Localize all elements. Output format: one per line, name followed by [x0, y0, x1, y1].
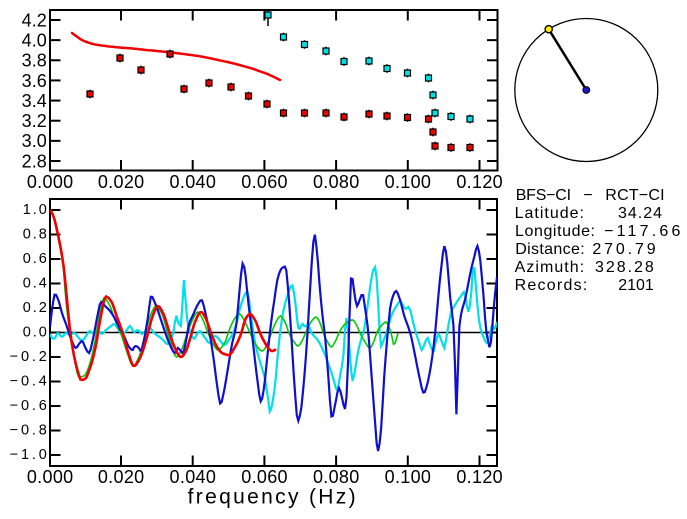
svg-text:328.28: 328.28	[595, 259, 654, 276]
svg-text:−0.6: −0.6	[10, 398, 47, 414]
svg-text:−117.66: −117.66	[604, 223, 680, 240]
svg-text:3.8: 3.8	[22, 51, 47, 71]
svg-text:0.4: 0.4	[23, 276, 47, 292]
svg-text:Latitude:: Latitude:	[515, 205, 584, 222]
svg-text:0.080: 0.080	[313, 172, 359, 192]
svg-text:0.120: 0.120	[456, 467, 502, 487]
svg-text:0.000: 0.000	[27, 172, 73, 192]
svg-text:3.0: 3.0	[22, 131, 47, 151]
svg-text:−0.2: −0.2	[10, 349, 47, 365]
svg-text:0.6: 0.6	[23, 251, 47, 267]
svg-text:0.020: 0.020	[98, 467, 144, 487]
svg-text:Distance:: Distance:	[515, 241, 585, 258]
svg-text:frequency (Hz): frequency (Hz)	[188, 486, 356, 509]
svg-text:−: −	[583, 187, 592, 204]
svg-text:0.100: 0.100	[385, 172, 431, 192]
svg-text:270.79: 270.79	[592, 241, 655, 258]
svg-text:0.000: 0.000	[27, 467, 73, 487]
svg-text:34.24: 34.24	[618, 205, 662, 222]
svg-text:0.0: 0.0	[23, 325, 47, 341]
svg-text:4.2: 4.2	[22, 10, 47, 30]
svg-text:1.0: 1.0	[23, 202, 47, 218]
svg-text:0.040: 0.040	[170, 467, 216, 487]
svg-text:0.8: 0.8	[23, 227, 47, 243]
svg-text:−0.4: −0.4	[10, 374, 47, 390]
svg-text:Records:: Records:	[515, 277, 588, 294]
svg-text:BFS−CI: BFS−CI	[516, 187, 571, 204]
svg-text:−1.0: −1.0	[10, 447, 47, 463]
svg-text:0.060: 0.060	[241, 467, 287, 487]
svg-text:0.040: 0.040	[170, 172, 216, 192]
svg-text:−0.8: −0.8	[10, 423, 47, 439]
svg-text:3.6: 3.6	[22, 71, 47, 91]
svg-text:0.100: 0.100	[385, 467, 431, 487]
svg-text:0.060: 0.060	[241, 172, 287, 192]
svg-text:Longitude:: Longitude:	[515, 223, 595, 240]
svg-text:0.2: 0.2	[23, 300, 47, 316]
svg-text:0.020: 0.020	[98, 172, 144, 192]
svg-text:0.080: 0.080	[313, 467, 359, 487]
svg-text:2101: 2101	[618, 277, 654, 294]
svg-text:3.4: 3.4	[22, 91, 47, 111]
svg-text:RCT−CI: RCT−CI	[605, 187, 664, 204]
svg-text:Azimuth:: Azimuth:	[515, 259, 585, 276]
svg-text:0.120: 0.120	[456, 172, 502, 192]
svg-text:2.8: 2.8	[22, 151, 47, 171]
svg-text:3.2: 3.2	[22, 111, 47, 131]
svg-text:4.0: 4.0	[22, 31, 47, 51]
